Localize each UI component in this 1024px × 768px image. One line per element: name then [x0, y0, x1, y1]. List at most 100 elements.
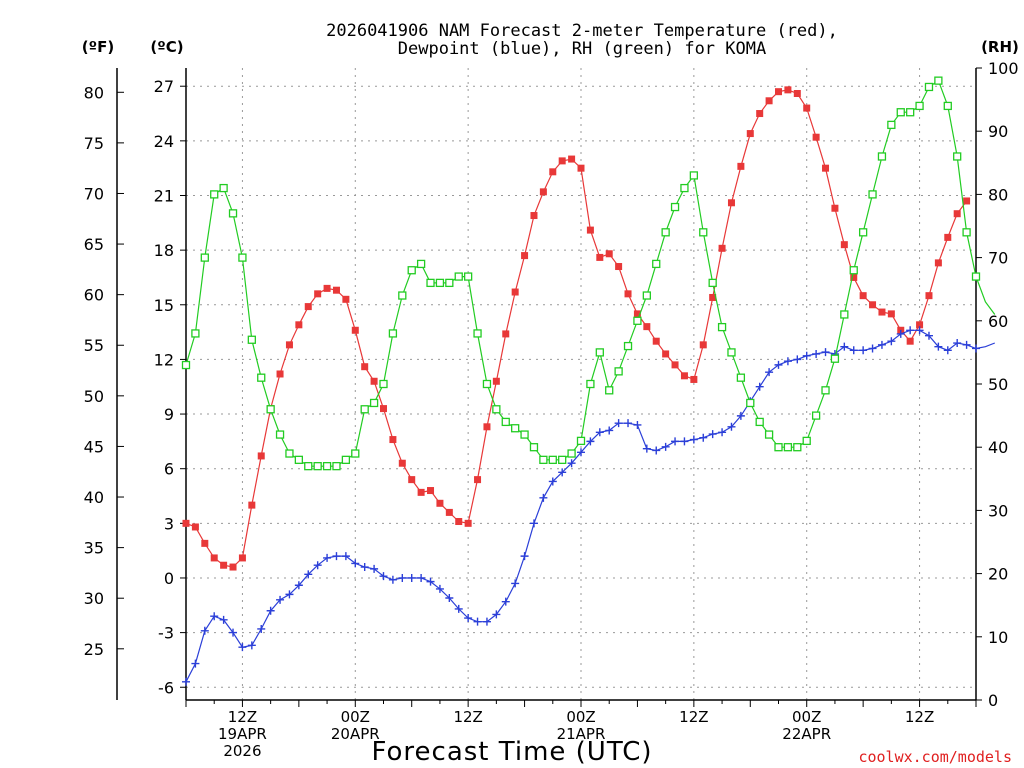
temperature-point: [210, 554, 218, 562]
fahrenheit-tick-label: 35: [84, 539, 104, 558]
dewpoint-point: [906, 326, 915, 335]
rh-point: [369, 398, 379, 408]
rh-point: [953, 152, 962, 161]
temperature-point: [398, 459, 406, 467]
rh-tick-label: 0: [988, 691, 998, 710]
dewpoint-point: [426, 577, 435, 586]
dewpoint-point: [652, 446, 661, 455]
temperature-point: [812, 133, 820, 141]
temperature-point: [285, 341, 293, 349]
temperature-point: [530, 212, 538, 220]
dewpoint-point: [417, 573, 426, 582]
temperature-point: [765, 97, 773, 105]
rh-point: [708, 278, 717, 288]
temperature-point: [737, 162, 745, 170]
celsius-tick-label: 3: [164, 514, 174, 533]
rh-tick-label: 70: [988, 249, 1008, 268]
rh-point: [680, 183, 689, 193]
dewpoint-point: [501, 597, 510, 606]
rh-point: [266, 405, 275, 414]
rh-point: [351, 449, 360, 458]
credit-text: coolwx.com/models: [858, 748, 1012, 766]
data-series: [181, 76, 996, 686]
temperature-point: [963, 197, 971, 205]
dewpoint-point: [511, 579, 520, 588]
dewpoint-point: [577, 448, 585, 457]
rh-point: [501, 417, 510, 427]
fahrenheit-tick-label: 60: [84, 286, 104, 305]
dewpoint-point: [680, 437, 689, 446]
rh-point: [614, 367, 623, 376]
temperature-point: [380, 405, 387, 413]
temperature-point: [389, 436, 397, 444]
rh-point: [539, 455, 548, 464]
rh-tick-label: 100: [988, 59, 1019, 78]
dewpoint-point: [445, 594, 454, 603]
chart-title-line-1: 2026041906 NAM Forecast 2-meter Temperat…: [326, 21, 838, 41]
temperature-point: [662, 350, 670, 358]
temperature-point: [906, 337, 914, 345]
rh-point: [793, 443, 802, 452]
celsius-tick-label: 9: [164, 405, 174, 424]
temperature-point: [784, 86, 792, 94]
rh-tick-label: 10: [988, 628, 1008, 647]
rh-point: [896, 108, 905, 117]
temperature-point: [840, 241, 848, 249]
temperature-point: [257, 452, 265, 460]
temperature-point: [577, 164, 585, 172]
rh-point: [736, 373, 746, 382]
dewpoint-point: [247, 641, 256, 650]
temperature-point: [633, 310, 641, 318]
dewpoint-point: [624, 419, 633, 428]
temperature-point: [229, 563, 237, 571]
rh-point: [849, 266, 858, 275]
dewpoint-point: [539, 493, 548, 502]
celsius-unit-label: (ºC): [150, 38, 183, 56]
rh-point: [529, 443, 539, 452]
celsius-tick-label: 0: [164, 569, 174, 588]
temperature-point: [361, 363, 369, 371]
x-tick-label: 21APR: [557, 725, 606, 743]
rh-point: [652, 259, 661, 269]
rh-point: [727, 348, 736, 357]
dewpoint-point: [473, 617, 482, 626]
temperature-point: [850, 273, 858, 281]
dewpoint-point: [210, 612, 219, 621]
dewpoint-point: [877, 340, 886, 349]
rh-point: [821, 386, 830, 395]
temperature-point: [756, 110, 764, 118]
rh-point: [398, 291, 407, 300]
fahrenheit-tick-label: 45: [84, 437, 104, 456]
x-tick-label: 22APR: [782, 725, 831, 743]
celsius-tick-label: -3: [158, 624, 174, 643]
dewpoint-point: [887, 337, 896, 346]
dewpoint-point: [614, 419, 623, 428]
rh-point: [764, 430, 774, 439]
dewpoint-point: [840, 342, 849, 351]
series-dewpoint: [182, 326, 996, 686]
rh-point: [971, 272, 981, 281]
temperature-point: [643, 323, 651, 331]
dewpoint-point: [774, 360, 783, 369]
dewpoint-point: [661, 442, 670, 451]
rh-point: [200, 253, 209, 262]
rh-point: [943, 101, 952, 111]
temperature-point: [727, 199, 735, 207]
temperature-point: [502, 330, 510, 338]
dewpoint-point: [849, 346, 858, 355]
rh-point: [699, 228, 708, 237]
rh-point: [228, 209, 238, 218]
rh-point: [840, 310, 849, 319]
rh-point: [934, 76, 943, 85]
celsius-tick-label: 12: [154, 350, 174, 369]
rh-point: [783, 443, 793, 452]
dewpoint-point: [567, 459, 576, 468]
fahrenheit-unit-label: (ºF): [82, 38, 114, 56]
temperature-point: [220, 561, 228, 569]
temperature-point: [624, 290, 632, 298]
fahrenheit-tick-label: 65: [84, 235, 104, 254]
fahrenheit-tick-label: 55: [84, 336, 104, 355]
temperature-point: [492, 377, 500, 385]
temperature-point: [191, 523, 199, 531]
rh-point: [219, 183, 228, 193]
